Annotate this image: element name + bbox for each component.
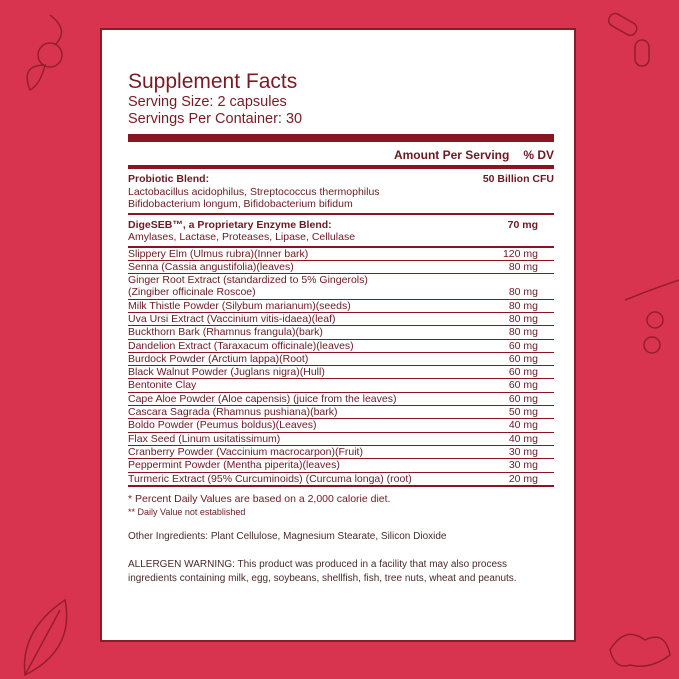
ingredient-name: Burdock Powder (Arctium lappa)(Root)	[128, 352, 309, 365]
ingredient-amount: 20 mg	[508, 472, 538, 485]
other-ingredients: Other Ingredients: Plant Cellulose, Magn…	[128, 530, 447, 542]
blend-row: DigeSEB™, a Proprietary Enzyme Blend: Amy…	[128, 215, 554, 248]
blend-name: DigeSEB™, a Proprietary Enzyme Blend:	[128, 218, 332, 231]
ingredient-amount: 60 mg	[508, 366, 538, 379]
ingredient-amount: 60 mg	[508, 379, 538, 392]
ingredient-name-line2: (Zingiber officinale Roscoe)	[128, 286, 256, 299]
ingredient-row: Peppermint Powder (Mentha piperita)(leav…	[128, 459, 554, 473]
blend-components: Lactobacillus acidophilus, Streptococcus…	[128, 185, 380, 198]
ingredient-name: Cascara Sagrada (Rhamnus pushiana)(bark)	[128, 406, 338, 419]
ingredient-row: Uva Ursi Extract (Vaccinium vitis-idaea)…	[128, 312, 554, 327]
ingredient-row: Bentonite Clay 60 mg	[128, 379, 554, 393]
divider	[128, 165, 554, 169]
panel-title: Supplement Facts	[128, 70, 298, 93]
ingredient-name: Flax Seed (Linum usitatissimum)	[128, 432, 281, 445]
ingredient-name: Milk Thistle Powder (Silybum marianum)(s…	[128, 299, 351, 312]
ingredient-name: Black Walnut Powder (Juglans nigra)(Hull…	[128, 366, 325, 379]
leaf-illustration-icon	[23, 598, 68, 677]
divider	[128, 134, 554, 142]
ingredient-row: Buckthorn Bark (Rhamnus frangula)(bark) 8…	[128, 326, 554, 340]
footnote: ** Daily Value not established	[128, 506, 246, 517]
ingredient-row: Senna (Cassia angustifolia)(leaves) 80 mg	[128, 260, 554, 275]
ingredient-row: Cascara Sagrada (Rhamnus pushiana)(bark)…	[128, 406, 554, 420]
ingredient-row: Boldo Powder (Peumus boldus)(Leaves) 40 m…	[128, 419, 554, 433]
dv-header: % DV	[523, 148, 554, 162]
ingredient-row: Milk Thistle Powder (Silybum marianum)(s…	[128, 300, 554, 313]
ingredient-amount: 30 mg	[508, 459, 538, 472]
blend-components: Bifidobacterium longum, Bifidobacterium …	[128, 198, 353, 210]
ingredient-amount: 60 mg	[508, 352, 538, 365]
ingredient-amount: 40 mg	[508, 432, 538, 445]
blend-components: Amylases, Lactase, Proteases, Lipase, Ce…	[128, 231, 356, 243]
ingredient-amount: 80 mg	[508, 286, 538, 299]
berry-leaf-illustration-icon	[26, 14, 63, 92]
berry-branch-icon	[624, 279, 679, 354]
ingredient-name: Ginger Root Extract (standardized to 5% …	[128, 274, 368, 287]
table-header: Amount Per Serving % DV	[128, 142, 554, 165]
allergen-warning: ALLERGEN WARNING: This product was produ…	[128, 558, 517, 584]
ingredient-name: Peppermint Powder (Mentha piperita)(leav…	[128, 459, 340, 472]
blend-amount: 70 mg	[507, 218, 538, 231]
ingredient-row: Turmeric Extract (95% Curcuminoids) (Cur…	[128, 473, 554, 487]
ingredient-name: Turmeric Extract (95% Curcuminoids) (Cur…	[128, 472, 412, 485]
blend-name: Probiotic Blend:	[128, 173, 210, 185]
ingredient-amount: 40 mg	[508, 419, 538, 432]
blend-row: Probiotic Blend: Lactobacillus acidophilu…	[128, 169, 554, 215]
ingredient-amount: 60 mg	[508, 392, 538, 405]
ingredient-amount: 80 mg	[508, 299, 538, 312]
amount-header: Amount Per Serving	[393, 148, 510, 162]
servings-per-container: Servings Per Container: 30	[128, 111, 303, 127]
ingredient-name: Boldo Powder (Peumus boldus)(Leaves)	[128, 419, 317, 432]
ingredient-name: Cape Aloe Powder (Aloe capensis) (juice …	[128, 392, 397, 405]
ingredient-row: Cape Aloe Powder (Aloe capensis) (juice …	[128, 392, 554, 407]
ingredient-name: Uva Ursi Extract (Vaccinium vitis-idaea)…	[128, 312, 336, 325]
ingredient-row: Burdock Powder (Arctium lappa)(Root) 60 m…	[128, 352, 554, 367]
ginger-root-icon	[609, 633, 671, 667]
ingredient-amount: 120 mg	[502, 247, 538, 260]
ingredient-name: Cranberry Powder (Vaccinium macrocarpon)…	[128, 445, 363, 458]
ingredient-amount: 60 mg	[508, 339, 538, 352]
capsules-icon	[607, 12, 650, 67]
ingredient-amount: 80 mg	[508, 312, 538, 325]
blend-amount: 50 Billion CFU	[482, 173, 554, 185]
ingredient-row: Flax Seed (Linum usitatissimum) 40 mg	[128, 433, 554, 446]
ingredient-row: Black Walnut Powder (Juglans nigra)(Hull…	[128, 366, 554, 380]
footnote: * Percent Daily Values are based on a 2,…	[128, 492, 391, 505]
ingredient-name: Slippery Elm (Ulmus rubra)(Inner bark)	[128, 247, 309, 260]
ingredient-name: Bentonite Clay	[128, 379, 197, 392]
ingredient-name: Buckthorn Bark (Rhamnus frangula)(bark)	[128, 326, 323, 339]
ingredient-name: Senna (Cassia angustifolia)(leaves)	[128, 260, 294, 273]
supplement-facts-panel: Supplement Facts Serving Size: 2 capsule…	[100, 28, 576, 642]
ingredient-amount: 80 mg	[508, 260, 538, 273]
ingredient-amount: 30 mg	[508, 445, 538, 458]
ingredient-row: Slippery Elm (Ulmus rubra)(Inner bark) 12…	[128, 248, 554, 261]
ingredient-row: Ginger Root Extract (standardized to 5% …	[128, 274, 554, 300]
ingredient-amount: 80 mg	[508, 326, 538, 339]
ingredient-amount: 50 mg	[508, 406, 538, 419]
serving-size: Serving Size: 2 capsules	[128, 94, 287, 110]
ingredient-row: Dandelion Extract (Taraxacum officinale)…	[128, 340, 554, 353]
ingredient-name: Dandelion Extract (Taraxacum officinale)…	[128, 339, 354, 352]
ingredient-row: Cranberry Powder (Vaccinium macrocarpon)…	[128, 445, 554, 460]
